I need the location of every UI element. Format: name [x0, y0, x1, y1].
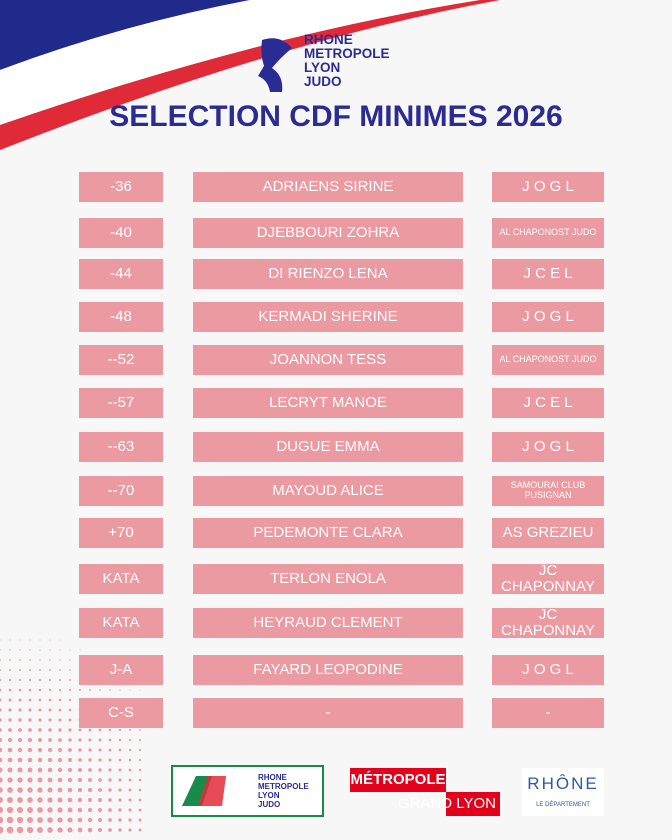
weight-category: -48: [79, 302, 163, 332]
athlete-name: HEYRAUD CLEMENT: [193, 608, 463, 638]
athlete-name: -: [193, 698, 463, 728]
athlete-name: DI RIENZO LENA: [193, 259, 463, 289]
athlete-name: DUGUE EMMA: [193, 432, 463, 462]
athlete-name: LECRYT MANOE: [193, 388, 463, 418]
club: AS GREZIEU: [492, 518, 604, 548]
weight-category: -40: [79, 218, 163, 248]
logo-line: RHONE: [258, 773, 287, 782]
club: J C E L: [492, 388, 604, 418]
weight-category: J-A: [79, 655, 163, 685]
athlete-name: MAYOUD ALICE: [193, 476, 463, 506]
club: J O G L: [492, 172, 604, 202]
club: J O G L: [492, 302, 604, 332]
weight-category: +70: [79, 518, 163, 548]
logo-line: METROPOLE: [304, 46, 390, 61]
club: AL CHAPONOST JUDO: [492, 218, 604, 248]
athlete-name: DJEBBOURI ZOHRA: [193, 218, 463, 248]
weight-category: --63: [79, 432, 163, 462]
weight-category: KATA: [79, 608, 163, 638]
club-logo-small: RHONE METROPOLE LYON JUDO: [258, 773, 309, 809]
logo-line: RHONE: [304, 32, 353, 47]
club: J O G L: [492, 432, 604, 462]
athlete-name: TERLON ENOLA: [193, 564, 463, 594]
title: SELECTION CDF MINIMES 2026: [109, 100, 563, 133]
athlete-name: FAYARD LEOPODINE: [193, 655, 463, 685]
logo-line: JUDO: [304, 74, 342, 89]
weight-category: -44: [79, 259, 163, 289]
weight-category: --52: [79, 345, 163, 375]
athlete-name: ADRIAENS SIRINE: [193, 172, 463, 202]
club: AL CHAPONOST JUDO: [492, 345, 604, 375]
club: -: [492, 698, 604, 728]
club: SAMOURAI CLUB PUSIGNAN: [492, 476, 604, 506]
logo-line: LYON: [258, 791, 280, 800]
logo-line: JUDO: [258, 800, 281, 809]
club: JC CHAPONNAY: [492, 606, 604, 639]
weight-category: --57: [79, 388, 163, 418]
club: J O G L: [492, 655, 604, 685]
athlete-name: PEDEMONTE CLARA: [193, 518, 463, 548]
rhone-text: RHÔNE: [527, 774, 599, 793]
weight-category: C-S: [79, 698, 163, 728]
department-text: LE DÉPARTEMENT: [536, 802, 590, 808]
weight-category: --70: [79, 476, 163, 506]
club: J C E L: [492, 259, 604, 289]
athlete-name: KERMADI SHERINE: [193, 302, 463, 332]
athlete-name: JOANNON TESS: [193, 345, 463, 375]
club: JC CHAPONNAY: [492, 562, 604, 595]
weight-category: -36: [79, 172, 163, 202]
metropole-text: MÉTROPOLE: [350, 771, 446, 788]
logo-line: LYON: [304, 60, 341, 75]
logo-line: METROPOLE: [258, 782, 309, 791]
grand-lyon-text: GRAND LYON: [397, 795, 496, 812]
rhone-logo: RHÔNE LE DÉPARTEMENT: [522, 768, 604, 816]
weight-category: KATA: [79, 564, 163, 594]
club-logo: RHONE METROPOLE LYON JUDO: [304, 33, 390, 89]
